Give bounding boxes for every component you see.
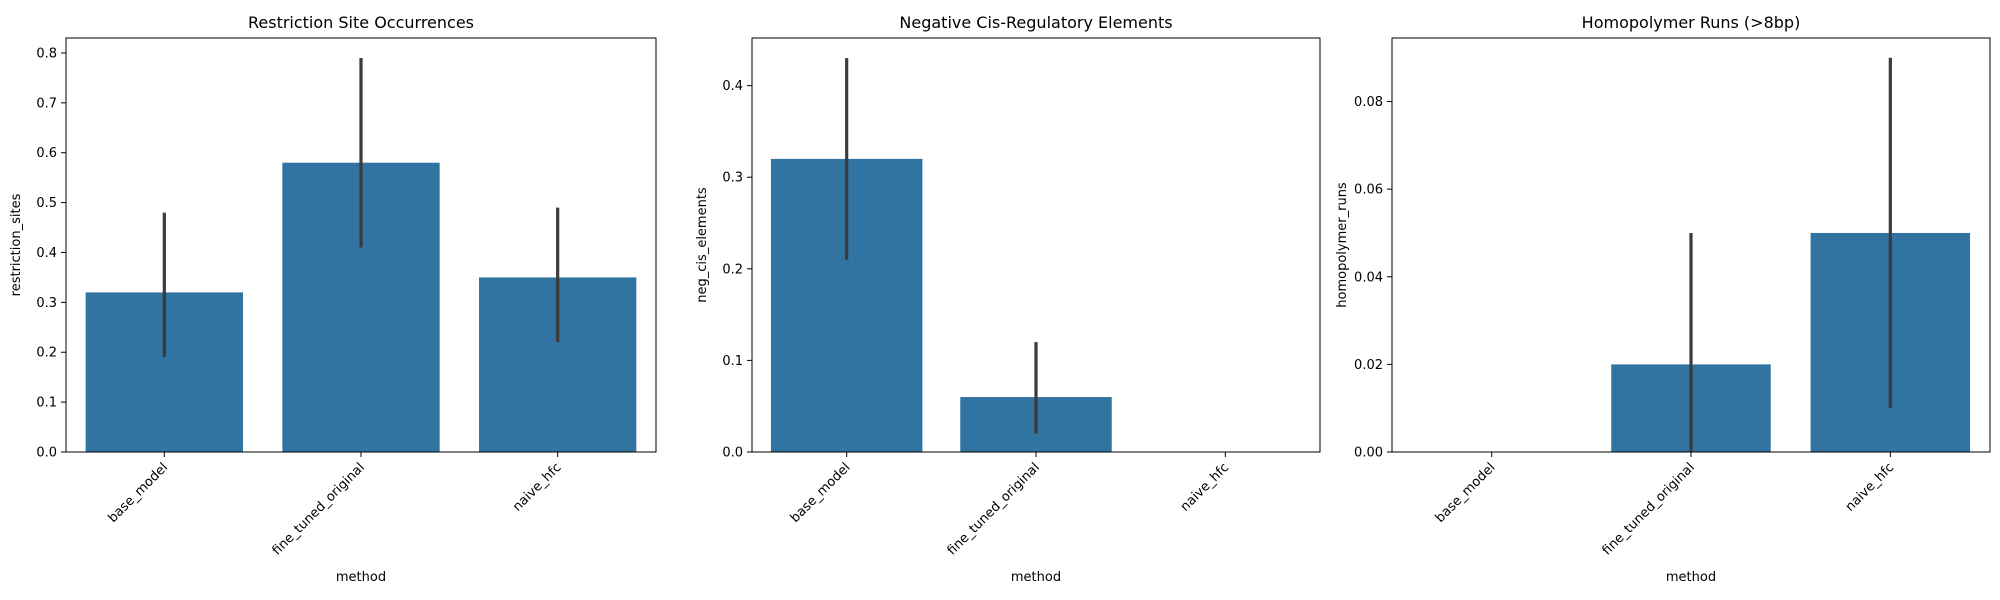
y-axis-label: restriction_sites [9, 193, 24, 296]
y-tick-label: 0.4 [36, 246, 57, 261]
y-tick-label: 0.0 [36, 446, 57, 461]
x-axis-label: method [1666, 570, 1716, 585]
y-tick-label: 0.1 [722, 354, 743, 369]
y-tick-label: 0.4 [722, 79, 743, 94]
x-tick-label: base_model [788, 460, 854, 526]
y-tick-label: 0.08 [1354, 95, 1383, 110]
x-tick-label: fine_tuned_original [270, 460, 368, 558]
y-tick-label: 0.00 [1354, 446, 1383, 461]
chart-panel-homopolymer-runs: Homopolymer Runs (>8bp) method homopolym… [1335, 13, 1991, 585]
y-tick-label: 0.2 [722, 262, 743, 277]
y-tick-label: 0.6 [36, 146, 57, 161]
x-tick-label: base_model [105, 460, 171, 526]
y-tick-label: 0.5 [36, 196, 57, 211]
chart-panel-neg-cis-elements: Negative Cis-Regulatory Elements method … [695, 13, 1321, 585]
y-tick-label: 0.02 [1354, 358, 1383, 373]
x-tick-label: naive_hfc [1843, 460, 1897, 514]
y-tick-label: 0.8 [36, 46, 57, 61]
chart-title: Homopolymer Runs (>8bp) [1582, 13, 1801, 32]
y-tick-label: 0.04 [1354, 270, 1383, 285]
x-tick-label: naive_hfc [1178, 460, 1232, 514]
x-tick-label: naive_hfc [510, 460, 564, 514]
chart-title: Negative Cis-Regulatory Elements [899, 13, 1172, 32]
x-tick-label: fine_tuned_original [1600, 460, 1698, 558]
y-tick-label: 0.7 [36, 96, 57, 111]
x-axis-label: method [1011, 570, 1061, 585]
x-tick-label: fine_tuned_original [945, 460, 1043, 558]
y-tick-label: 0.2 [36, 346, 57, 361]
y-axis-label: homopolymer_runs [1335, 182, 1350, 308]
y-tick-label: 0.3 [36, 296, 57, 311]
y-axis-label: neg_cis_elements [695, 187, 710, 303]
chart-title: Restriction Site Occurrences [248, 13, 474, 32]
chart-panel-restriction-sites: Restriction Site Occurrences method rest… [9, 13, 657, 585]
x-axis-label: method [336, 570, 386, 585]
y-tick-label: 0.1 [36, 396, 57, 411]
x-tick-label: base_model [1433, 460, 1499, 526]
y-tick-label: 0.0 [722, 446, 743, 461]
y-tick-label: 0.06 [1354, 183, 1383, 198]
y-tick-label: 0.3 [722, 171, 743, 186]
